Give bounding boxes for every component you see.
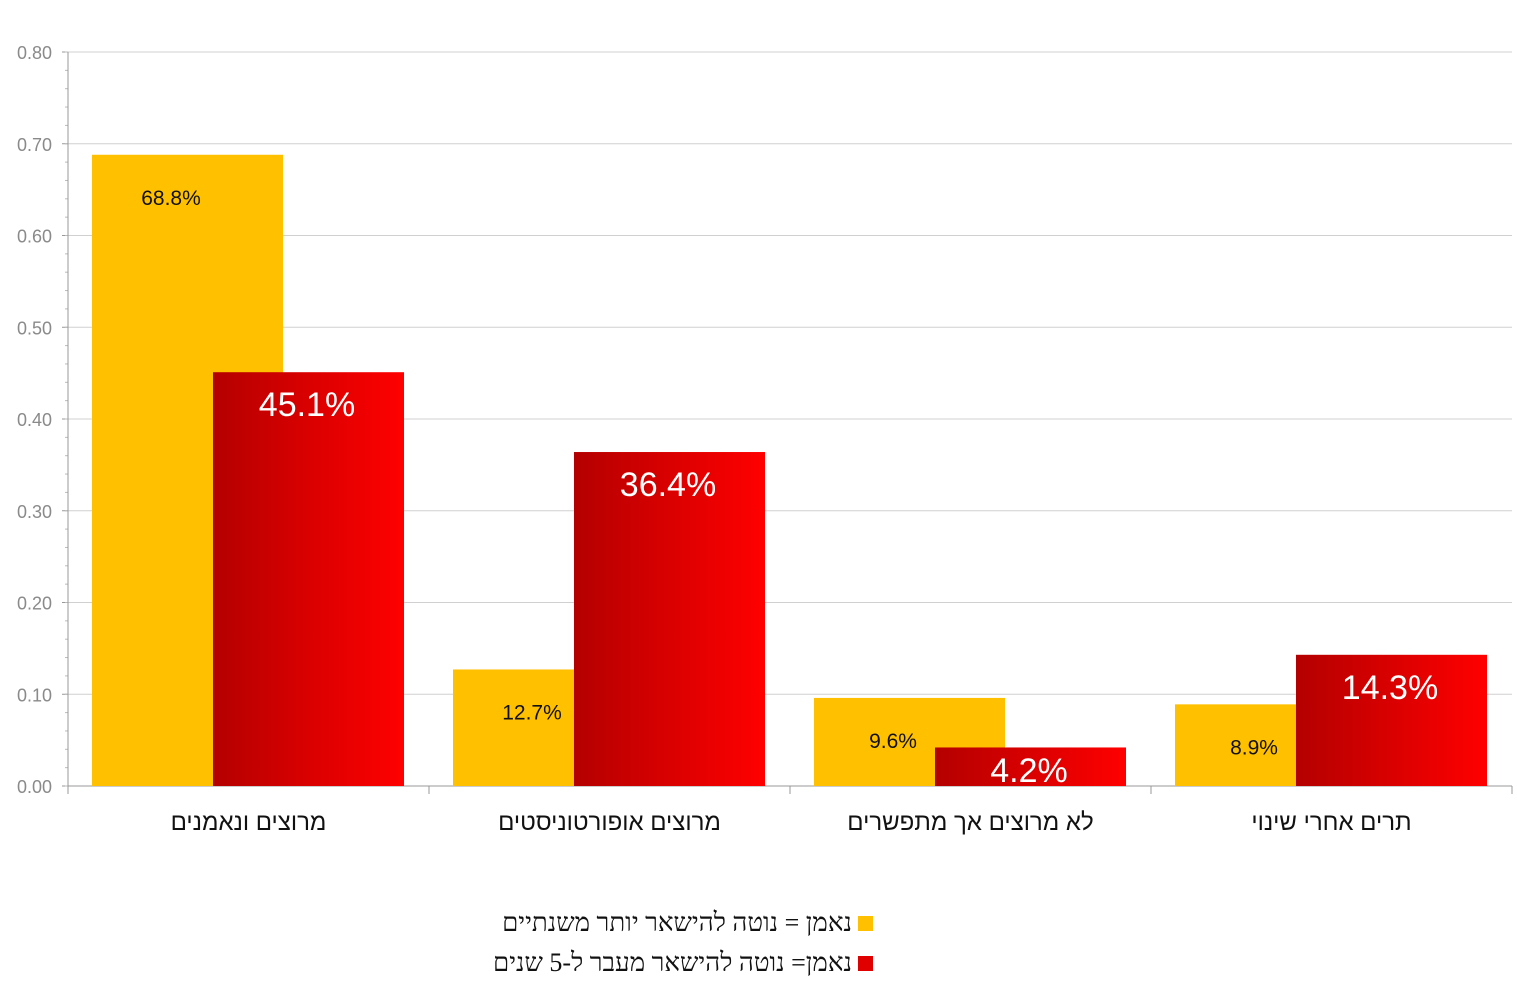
legend-label-series-1: נאמן = נוטה להישאר יותר משנתיים — [502, 908, 852, 937]
bar-series-2 — [213, 372, 404, 786]
bar-series-2 — [1296, 654, 1487, 786]
data-label-series-1: 8.9% — [1230, 736, 1278, 759]
x-category-label: מרוצים אופורטוניסטים — [498, 809, 721, 836]
y-tick-label: 0.00 — [17, 777, 52, 797]
y-tick-label: 0.10 — [17, 685, 52, 705]
x-category-label: מרוצים ונאמנים — [171, 809, 327, 836]
data-label-series-1: 9.6% — [869, 730, 917, 753]
legend-item-series-1: נאמן = נוטה להישאר יותר משנתיים — [493, 903, 873, 943]
y-tick-label: 0.80 — [17, 43, 52, 63]
data-label-series-1: 12.7% — [502, 701, 562, 724]
bars — [92, 154, 1487, 786]
y-tick-label: 0.20 — [17, 594, 52, 614]
labels: 68.8% 45.1% 12.7% 36.4% 9.6% 4.2% 8.9% 14.3% — [141, 187, 1438, 790]
bar-series-2 — [574, 452, 765, 786]
data-label-series-2: 36.4% — [620, 466, 716, 504]
data-label-series-1: 68.8% — [141, 187, 201, 210]
bar-series-2 — [935, 747, 1126, 786]
legend: נאמן = נוטה להישאר יותר משנתיים נאמן= נו… — [493, 903, 873, 983]
x-category-label: תרים אחרי שינוי — [1251, 809, 1411, 836]
data-label-series-2: 14.3% — [1342, 669, 1438, 707]
legend-swatch-series-1 — [857, 915, 873, 931]
y-tick-label: 0.50 — [17, 318, 52, 338]
axes: 0.00 0.10 0.20 0.30 0.40 0.50 0.60 0.70 0.80 מרוצ… — [17, 43, 1513, 836]
y-tick-label: 0.40 — [17, 410, 52, 430]
y-tick-label: 0.30 — [17, 502, 52, 522]
legend-label-series-2: נאמן= נוטה להישאר מעבר ל-5 שנים — [493, 948, 852, 977]
data-label-series-2: 4.2% — [990, 752, 1068, 790]
y-tick-label: 0.60 — [17, 227, 52, 247]
data-label-series-2: 45.1% — [259, 386, 355, 424]
legend-swatch-series-2 — [857, 955, 873, 971]
x-category-label: לא מרוצים אך מתפשרים — [847, 809, 1093, 836]
y-tick-label: 0.70 — [17, 135, 52, 155]
legend-item-series-2: נאמן= נוטה להישאר מעבר ל-5 שנים — [493, 943, 873, 983]
